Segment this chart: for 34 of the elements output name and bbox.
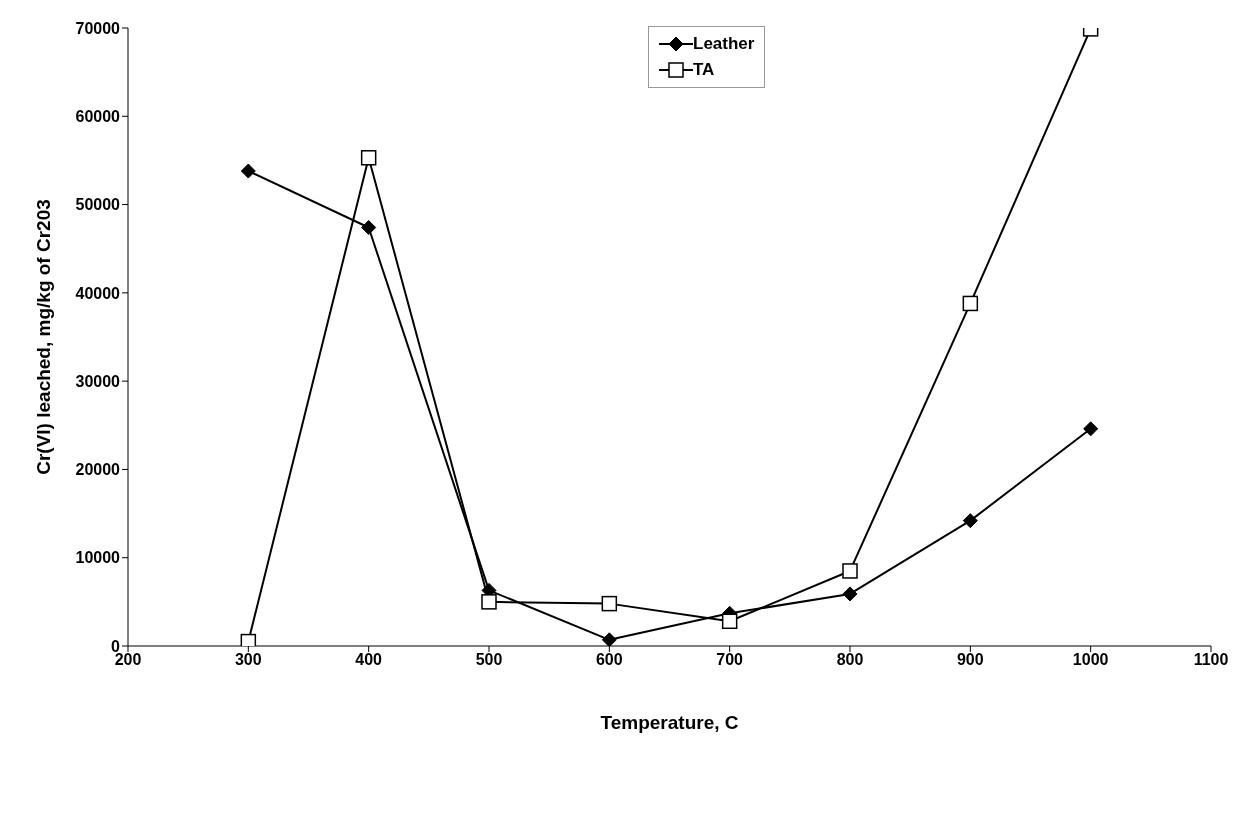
point [601,595,618,612]
y-tick-label: 60000 [75,107,121,125]
y-tick-label: 30000 [75,372,121,390]
legend-label: Leather [693,34,755,54]
point [360,150,377,166]
point [240,163,256,179]
point [842,586,858,602]
y-axis-title: Cr(VI) leached, mg/kg of Cr203 [32,199,54,475]
x-tick-label: 300 [234,651,262,669]
point [842,563,858,579]
y-tick-label: 20000 [75,461,121,479]
y-tick-label: 40000 [75,284,121,302]
point [962,295,979,312]
x-tick-label: 400 [355,651,383,669]
x-tick-label: 500 [475,651,503,669]
point [1083,421,1099,437]
x-tick-label: 1000 [1072,651,1109,669]
x-tick-label: 200 [114,651,142,669]
legend-label: TA [693,60,715,80]
y-tick-label: 10000 [75,549,121,567]
x-tick-label: 700 [716,651,744,669]
x-tick-label: 600 [595,651,623,669]
point [962,513,978,529]
point [240,633,257,646]
x-tick-label: 900 [956,651,984,669]
y-tick-label: 70000 [75,19,121,37]
point [481,594,497,610]
point [361,220,377,236]
point [601,632,617,646]
x-tick-label: 800 [836,651,864,669]
point [721,613,738,630]
x-tick-label: 1100 [1193,651,1229,669]
y-tick-label: 50000 [75,196,121,214]
x-axis-title: Temperature, C [600,712,739,734]
